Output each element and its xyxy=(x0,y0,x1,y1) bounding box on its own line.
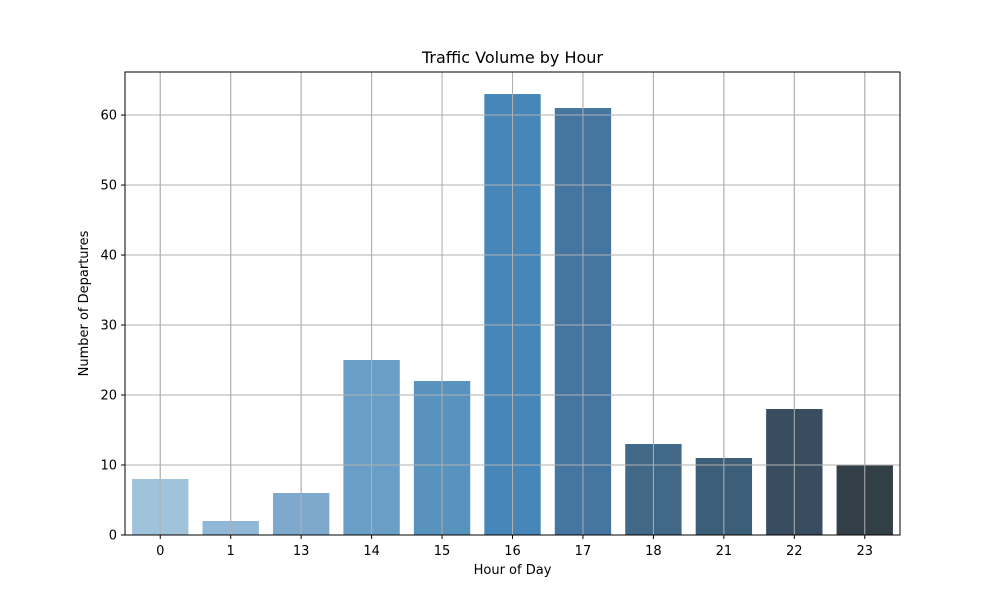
y-tick-label: 40 xyxy=(100,249,117,264)
x-tick-label: 18 xyxy=(645,544,662,559)
y-tick-label: 10 xyxy=(100,459,117,474)
chart-title: Traffic Volume by Hour xyxy=(421,48,603,67)
x-tick-label: 21 xyxy=(716,544,733,559)
tick-layer: 0 10 20 30 40 50 60 0 1 13 14 15 16 17 18 21 22 23 xyxy=(100,109,873,559)
y-tick-label: 60 xyxy=(100,109,117,124)
x-tick-label: 15 xyxy=(434,544,451,559)
y-tick-label: 0 xyxy=(109,529,117,544)
x-tick-label: 16 xyxy=(504,544,521,559)
y-tick-label: 20 xyxy=(100,389,117,404)
x-tick-label: 1 xyxy=(227,544,235,559)
x-tick-label: 22 xyxy=(786,544,803,559)
x-tick-label: 17 xyxy=(575,544,592,559)
x-tick-label: 23 xyxy=(856,544,873,559)
bar-layer xyxy=(125,72,900,536)
x-tick-label: 14 xyxy=(363,544,380,559)
y-axis-label: Number of Departures xyxy=(77,230,92,376)
x-tick-label: 13 xyxy=(293,544,310,559)
x-tick-label: 0 xyxy=(156,544,164,559)
y-tick-label: 50 xyxy=(100,179,117,194)
y-tick-label: 30 xyxy=(100,319,117,334)
x-axis-label: Hour of Day xyxy=(474,563,552,578)
